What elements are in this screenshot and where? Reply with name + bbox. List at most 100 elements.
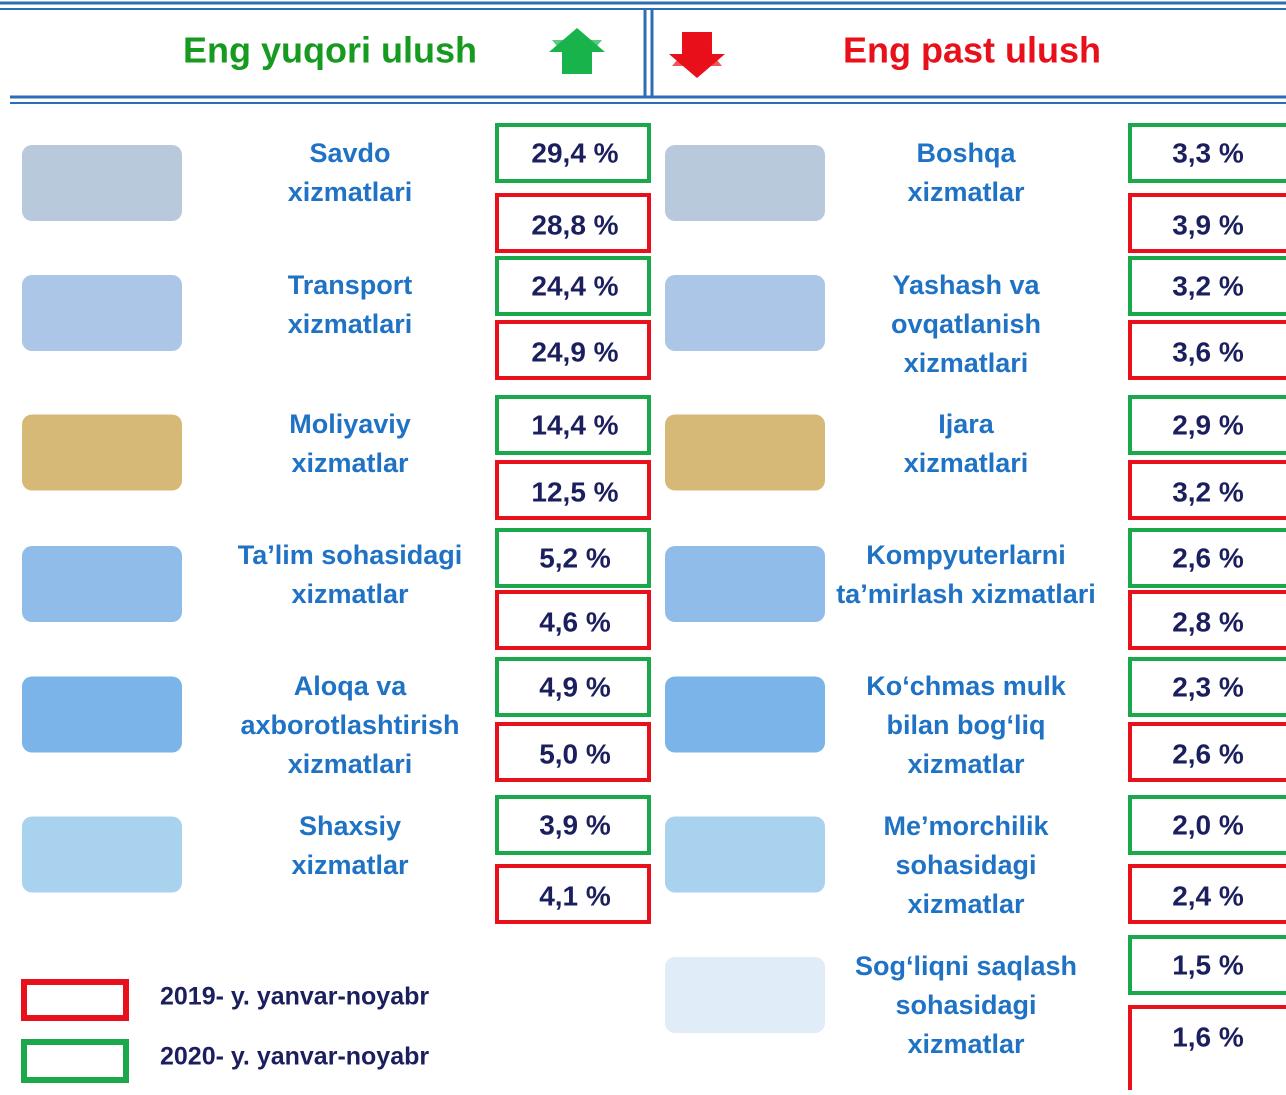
item-name: ta’mirlash xizmatlari [836, 579, 1096, 609]
value-2019: 2,8 % [1172, 606, 1244, 637]
value-2020: 3,2 % [1172, 270, 1244, 301]
item-name: xizmatlari [904, 448, 1029, 478]
item-name: ovqatlanish [891, 309, 1041, 339]
item-name: Ta’lim sohasidagi [238, 540, 463, 570]
up-icon [549, 28, 605, 74]
box-2019 [1128, 193, 1286, 253]
box-2020 [495, 657, 651, 717]
item-name: xizmatlar [291, 448, 409, 478]
value-2019: 4,6 % [539, 606, 611, 637]
legend-green-box [21, 1039, 129, 1083]
left-title: Eng yuqori ulush [183, 30, 477, 71]
box-2020 [495, 123, 651, 183]
item-name: Aloqa va [294, 671, 408, 701]
item-icon [22, 275, 182, 351]
box-2020 [495, 528, 651, 588]
box-2019 [495, 864, 651, 924]
box-2019 [1128, 590, 1286, 650]
value-2019: 3,6 % [1172, 336, 1244, 367]
item-name: xizmatlar [907, 1029, 1025, 1059]
item-name: Moliyaviy [289, 409, 411, 439]
item-icon [665, 414, 825, 491]
box-2020 [495, 256, 651, 316]
legend-green-label: 2020- y. yanvar-noyabr [160, 1043, 429, 1071]
box-2020 [495, 795, 651, 855]
item-name: Kompyuterlarni [866, 540, 1066, 570]
box-2019 [495, 460, 651, 520]
item-icon [22, 676, 182, 753]
box-2020 [1128, 395, 1286, 455]
item-name: Transport [288, 270, 413, 300]
item-icon [22, 414, 182, 491]
item-name: Boshqa [916, 138, 1016, 168]
box-2019 [495, 193, 651, 253]
item-name: Sog‘liqni saqlash [855, 951, 1077, 981]
item-name: xizmatlari [288, 749, 413, 779]
box-2019 [1128, 864, 1286, 924]
box-2019 [495, 722, 651, 782]
value-2019: 1,6 % [1172, 1021, 1244, 1052]
box-2020 [1128, 795, 1286, 855]
item-icon [665, 275, 825, 351]
item-icon [22, 546, 182, 622]
legend-red-box [21, 979, 129, 1021]
item-name: Ijara [938, 409, 995, 439]
item-icon [665, 816, 825, 893]
value-2020: 2,0 % [1172, 809, 1244, 840]
item-name: sohasidagi [895, 990, 1036, 1020]
value-2020: 3,9 % [539, 809, 611, 840]
item-icon [665, 546, 825, 622]
value-2019: 3,9 % [1172, 209, 1244, 240]
value-2019: 28,8 % [531, 209, 618, 240]
value-2020: 2,6 % [1172, 542, 1244, 573]
value-2020: 29,4 % [531, 137, 618, 168]
item-name: xizmatlar [291, 850, 409, 880]
value-2019: 4,1 % [539, 880, 611, 911]
header-frame [0, 1, 1286, 104]
box-2020 [1128, 935, 1286, 995]
item-name: xizmatlar [291, 579, 409, 609]
box-2020 [1128, 657, 1286, 717]
item-name: xizmatlari [904, 348, 1029, 378]
value-2019: 3,2 % [1172, 476, 1244, 507]
value-2020: 2,9 % [1172, 409, 1244, 440]
item-name: xizmatlar [907, 889, 1025, 919]
item-name: xizmatlar [907, 749, 1025, 779]
value-2020: 1,5 % [1172, 949, 1244, 980]
box-2020 [1128, 528, 1286, 588]
box-2019 [1128, 320, 1286, 380]
item-name: xizmatlar [907, 177, 1025, 207]
item-name: Me’morchilik [883, 811, 1049, 841]
item-name: axborotlashtirish [240, 710, 459, 740]
legend-red-label: 2019- y. yanvar-noyabr [160, 983, 429, 1011]
value-2020: 24,4 % [531, 270, 618, 301]
item-name: Ko‘chmas mulk [866, 671, 1067, 701]
box-2020 [1128, 123, 1286, 183]
value-2020: 3,3 % [1172, 137, 1244, 168]
value-2019: 24,9 % [531, 336, 618, 367]
item-name: Savdo [309, 138, 390, 168]
value-2019: 2,6 % [1172, 738, 1244, 769]
box-2019 [1128, 460, 1286, 520]
item-name: sohasidagi [895, 850, 1036, 880]
value-2020: 2,3 % [1172, 671, 1244, 702]
box-2019 [495, 590, 651, 650]
item-name: bilan bog‘liq [887, 710, 1046, 740]
item-icon [665, 145, 825, 221]
value-2020: 5,2 % [539, 542, 611, 573]
box-2019 [495, 320, 651, 380]
value-2019: 2,4 % [1172, 880, 1244, 911]
right-title: Eng past ulush [843, 30, 1101, 71]
item-icon [665, 957, 825, 1033]
item-name: Shaxsiy [299, 811, 401, 841]
item-name: xizmatlari [288, 177, 413, 207]
item-name: xizmatlari [288, 309, 413, 339]
item-name: Yashash va [892, 270, 1040, 300]
item-icon [22, 145, 182, 221]
box-2019 [1128, 722, 1286, 782]
value-2020: 4,9 % [539, 671, 611, 702]
box-2020 [1128, 256, 1286, 316]
item-icon [22, 816, 182, 893]
value-2020: 14,4 % [531, 409, 618, 440]
